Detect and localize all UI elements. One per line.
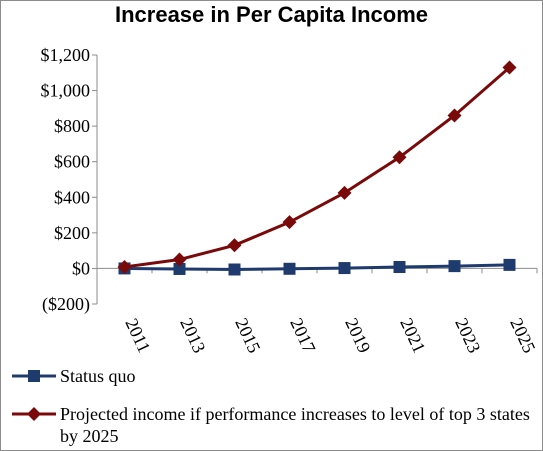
- legend-label-status-quo: Status quo: [60, 366, 136, 386]
- y-tick-label: $800: [54, 116, 90, 136]
- x-tick-label: 2023: [451, 315, 484, 356]
- series-line-1: [124, 66, 511, 269]
- data-point-projected: [502, 60, 517, 75]
- x-tick-label: 2021: [396, 315, 429, 356]
- data-point-projected: [172, 252, 187, 267]
- y-tick-label: $600: [54, 152, 90, 172]
- y-tick-label: $1,000: [41, 81, 91, 101]
- x-tick-label: 2025: [506, 315, 539, 356]
- x-tick-label: 2013: [176, 315, 209, 356]
- data-point-projected: [337, 185, 352, 200]
- y-tick-label: $1,200: [41, 45, 91, 65]
- chart-title: Increase in Per Capita Income: [114, 2, 429, 27]
- data-point-status-quo: [283, 262, 296, 275]
- data-point-projected: [392, 150, 407, 165]
- x-tick-label: 2019: [341, 315, 374, 356]
- data-point-projected: [447, 108, 462, 123]
- x-tick-label: 2015: [231, 315, 264, 356]
- data-point-projected: [282, 215, 297, 230]
- legend-marker-diamond: [27, 407, 41, 421]
- data-point-status-quo: [448, 260, 461, 273]
- x-tick-label: 2011: [121, 315, 154, 355]
- legend-marker-square: [28, 370, 40, 382]
- data-point-status-quo: [393, 261, 406, 274]
- data-point-status-quo: [228, 263, 241, 276]
- y-tick-label: $0: [72, 258, 90, 278]
- y-tick-label: $400: [54, 187, 90, 207]
- legend-label-projected: Projected income if performance increase…: [60, 404, 530, 446]
- data-point-status-quo: [503, 258, 516, 271]
- data-point-projected: [117, 260, 132, 275]
- series-line-0: [124, 263, 510, 271]
- y-tick-label: $200: [54, 223, 90, 243]
- data-point-status-quo: [338, 262, 351, 275]
- data-point-status-quo: [173, 262, 186, 275]
- x-tick-label: 2017: [286, 315, 319, 356]
- y-tick-label: ($200): [42, 294, 90, 315]
- data-point-projected: [227, 238, 242, 253]
